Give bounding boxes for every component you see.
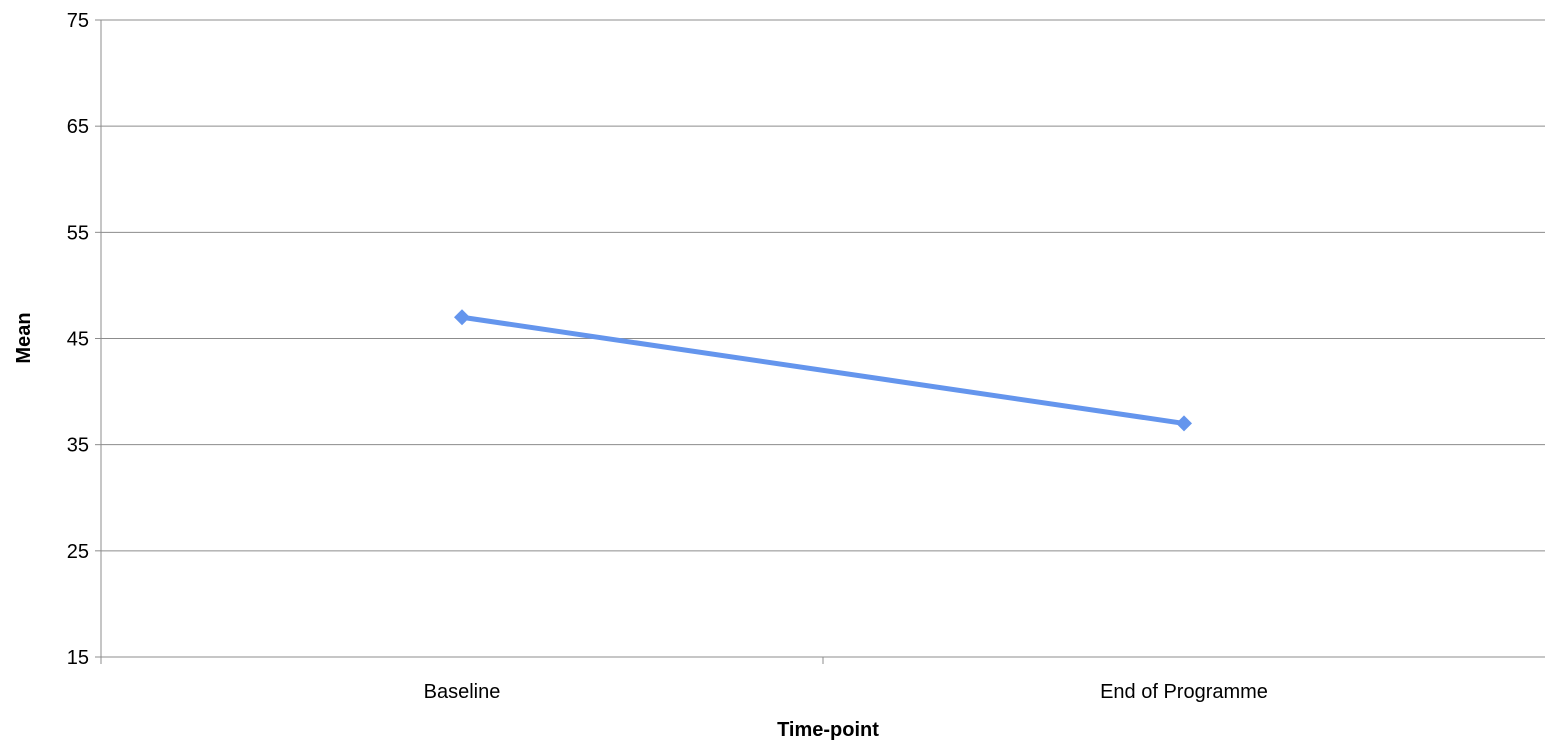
data-point — [1176, 415, 1192, 432]
y-tick-label: 65 — [67, 116, 89, 138]
y-tick-label: 75 — [67, 10, 89, 32]
y-tick-label: 25 — [67, 541, 89, 563]
y-tick-labels: 15 25 35 45 55 65 75 — [67, 10, 89, 669]
series — [454, 309, 1192, 432]
series-line — [461, 314, 1185, 426]
y-tick-label: 15 — [67, 647, 89, 669]
data-point — [454, 309, 470, 326]
y-tick-label: 45 — [67, 329, 89, 351]
x-tick-labels: Baseline End of Programme — [424, 681, 1268, 703]
axes — [95, 19, 1545, 664]
x-axis-title: Time-point — [777, 719, 879, 741]
x-tick-label: Baseline — [424, 681, 501, 703]
y-tick-label: 55 — [67, 222, 89, 244]
y-tick-label: 35 — [67, 435, 89, 457]
y-axis-title: Mean — [13, 312, 35, 363]
x-tick-label: End of Programme — [1100, 681, 1268, 703]
gridlines — [101, 19, 1545, 552]
